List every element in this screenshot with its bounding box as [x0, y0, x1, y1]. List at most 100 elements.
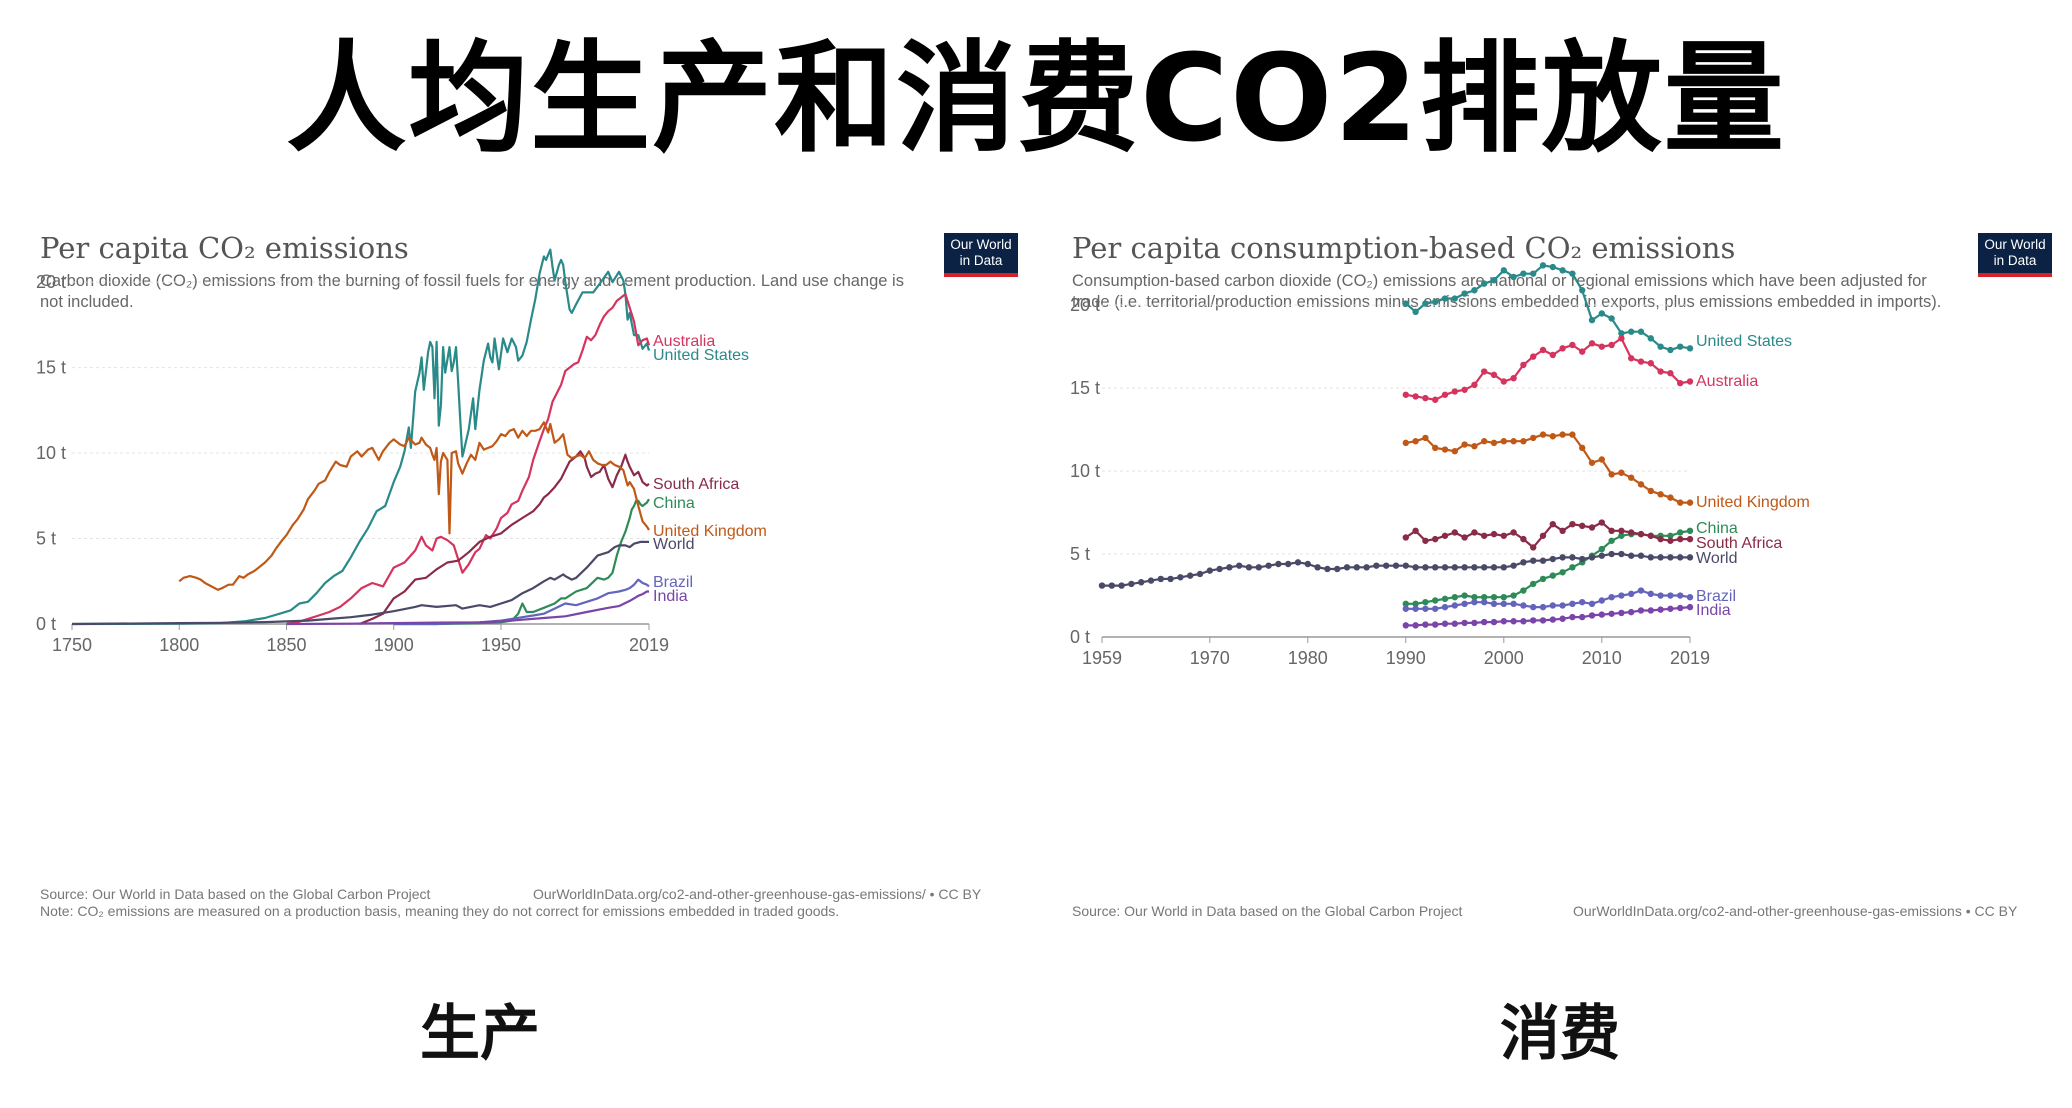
- data-point-brazil: [1628, 590, 1635, 598]
- series-label-united-states: United States: [653, 347, 749, 364]
- data-point-world: [1157, 575, 1164, 583]
- data-point-south-africa: [1412, 527, 1419, 535]
- data-point-united-kingdom: [1559, 431, 1566, 438]
- data-point-india: [1441, 620, 1449, 627]
- data-point-south-africa: [1667, 537, 1674, 544]
- data-point-united-states: [1628, 328, 1635, 335]
- data-point-india: [1559, 615, 1566, 622]
- data-point-world: [1177, 574, 1184, 581]
- data-point-china: [1539, 575, 1547, 583]
- data-point-india: [1618, 609, 1625, 617]
- data-point-united-kingdom: [1441, 446, 1449, 453]
- data-point-united-kingdom: [1422, 434, 1429, 442]
- chart-url[interactable]: OurWorldInData.org/co2-and-other-greenho…: [1573, 903, 2018, 919]
- x-tick-label: 1970: [1190, 648, 1230, 668]
- data-point-south-africa: [1637, 530, 1645, 538]
- page-title: 人均生产和消费CO2排放量: [286, 30, 1786, 169]
- data-point-world: [1686, 554, 1694, 561]
- data-point-australia: [1637, 358, 1645, 365]
- data-point-south-africa: [1422, 537, 1429, 544]
- data-point-united-states: [1549, 263, 1556, 271]
- data-point-india: [1628, 608, 1635, 616]
- data-point-world: [1275, 560, 1282, 568]
- data-point-world: [1294, 559, 1302, 566]
- data-point-world: [1324, 565, 1331, 573]
- data-point-world: [1432, 564, 1439, 571]
- data-point-china: [1618, 532, 1625, 539]
- data-point-world: [1383, 562, 1390, 569]
- data-point-india: [1481, 618, 1488, 626]
- data-point-united-kingdom: [1432, 444, 1439, 452]
- data-point-world: [1402, 562, 1409, 569]
- data-point-united-kingdom: [1520, 438, 1527, 445]
- data-point-india: [1637, 607, 1645, 614]
- data-point-south-africa: [1490, 530, 1498, 538]
- data-point-india: [1422, 621, 1429, 628]
- data-point-china: [1520, 587, 1527, 594]
- data-point-united-kingdom: [1481, 438, 1488, 445]
- data-point-australia: [1520, 361, 1527, 369]
- data-point-world: [1569, 554, 1576, 561]
- data-point-australia: [1677, 379, 1684, 387]
- data-point-united-states: [1402, 300, 1409, 307]
- data-point-world: [1285, 560, 1292, 568]
- data-point-world: [1667, 554, 1674, 561]
- series-label-brazil: Brazil: [1696, 588, 1736, 605]
- data-point-united-kingdom: [1598, 456, 1605, 463]
- data-point-world: [1441, 564, 1449, 571]
- data-point-united-states: [1412, 308, 1419, 316]
- data-point-australia: [1500, 378, 1507, 385]
- data-point-brazil: [1461, 600, 1468, 608]
- data-point-australia: [1451, 388, 1458, 395]
- data-point-china: [1451, 593, 1458, 601]
- y-tick-label: 15 t: [1070, 378, 1100, 398]
- data-point-united-states: [1579, 287, 1586, 294]
- data-point-united-states: [1520, 270, 1527, 277]
- data-point-united-kingdom: [1402, 439, 1409, 447]
- data-point-united-states: [1530, 270, 1537, 277]
- data-point-united-states: [1422, 300, 1429, 307]
- consumption-chart-panel: Per capita consumption-based CO₂ emissio…: [1068, 225, 2058, 925]
- data-point-south-africa: [1471, 529, 1478, 536]
- data-point-united-kingdom: [1500, 438, 1507, 445]
- data-point-australia: [1402, 391, 1409, 398]
- data-point-china: [1530, 580, 1537, 588]
- data-point-world: [1255, 564, 1262, 571]
- owid-logo[interactable]: Our World in Data: [944, 233, 1018, 277]
- data-point-world: [1628, 552, 1635, 559]
- data-point-world: [1304, 560, 1311, 568]
- data-point-world: [1206, 567, 1213, 574]
- series-label-australia: Australia: [1696, 373, 1758, 390]
- y-tick-label: 15 t: [36, 358, 66, 378]
- x-tick-label: 1990: [1386, 648, 1426, 668]
- data-point-australia: [1549, 351, 1556, 359]
- data-point-india: [1510, 618, 1517, 625]
- x-tick-label: 2019: [629, 635, 669, 655]
- data-point-south-africa: [1441, 532, 1449, 539]
- x-tick-label: 1750: [52, 635, 92, 655]
- data-point-united-states: [1510, 273, 1517, 281]
- data-point-india: [1647, 607, 1654, 614]
- data-point-australia: [1657, 368, 1664, 375]
- data-point-south-africa: [1628, 529, 1635, 536]
- data-point-brazil: [1490, 600, 1498, 608]
- data-point-australia: [1461, 386, 1468, 393]
- data-point-world: [1637, 552, 1645, 559]
- data-point-united-kingdom: [1647, 487, 1654, 495]
- data-point-south-africa: [1598, 519, 1605, 526]
- data-point-australia: [1432, 396, 1439, 403]
- data-point-brazil: [1432, 605, 1439, 612]
- data-point-india: [1490, 618, 1498, 626]
- data-point-world: [1461, 564, 1468, 571]
- data-point-south-africa: [1402, 534, 1409, 541]
- series-line-united-kingdom: [178, 421, 650, 591]
- owid-logo[interactable]: Our World in Data: [1978, 233, 2052, 277]
- data-point-india: [1432, 621, 1439, 628]
- data-point-australia: [1412, 393, 1419, 400]
- chart-url[interactable]: OurWorldInData.org/co2-and-other-greenho…: [533, 886, 982, 902]
- data-point-australia: [1579, 348, 1586, 355]
- data-point-united-states: [1647, 335, 1654, 342]
- data-point-world: [1412, 564, 1419, 571]
- data-point-world: [1677, 554, 1684, 561]
- chart-subtitle: Consumption-based carbon dioxide (CO₂) e…: [1072, 272, 1942, 311]
